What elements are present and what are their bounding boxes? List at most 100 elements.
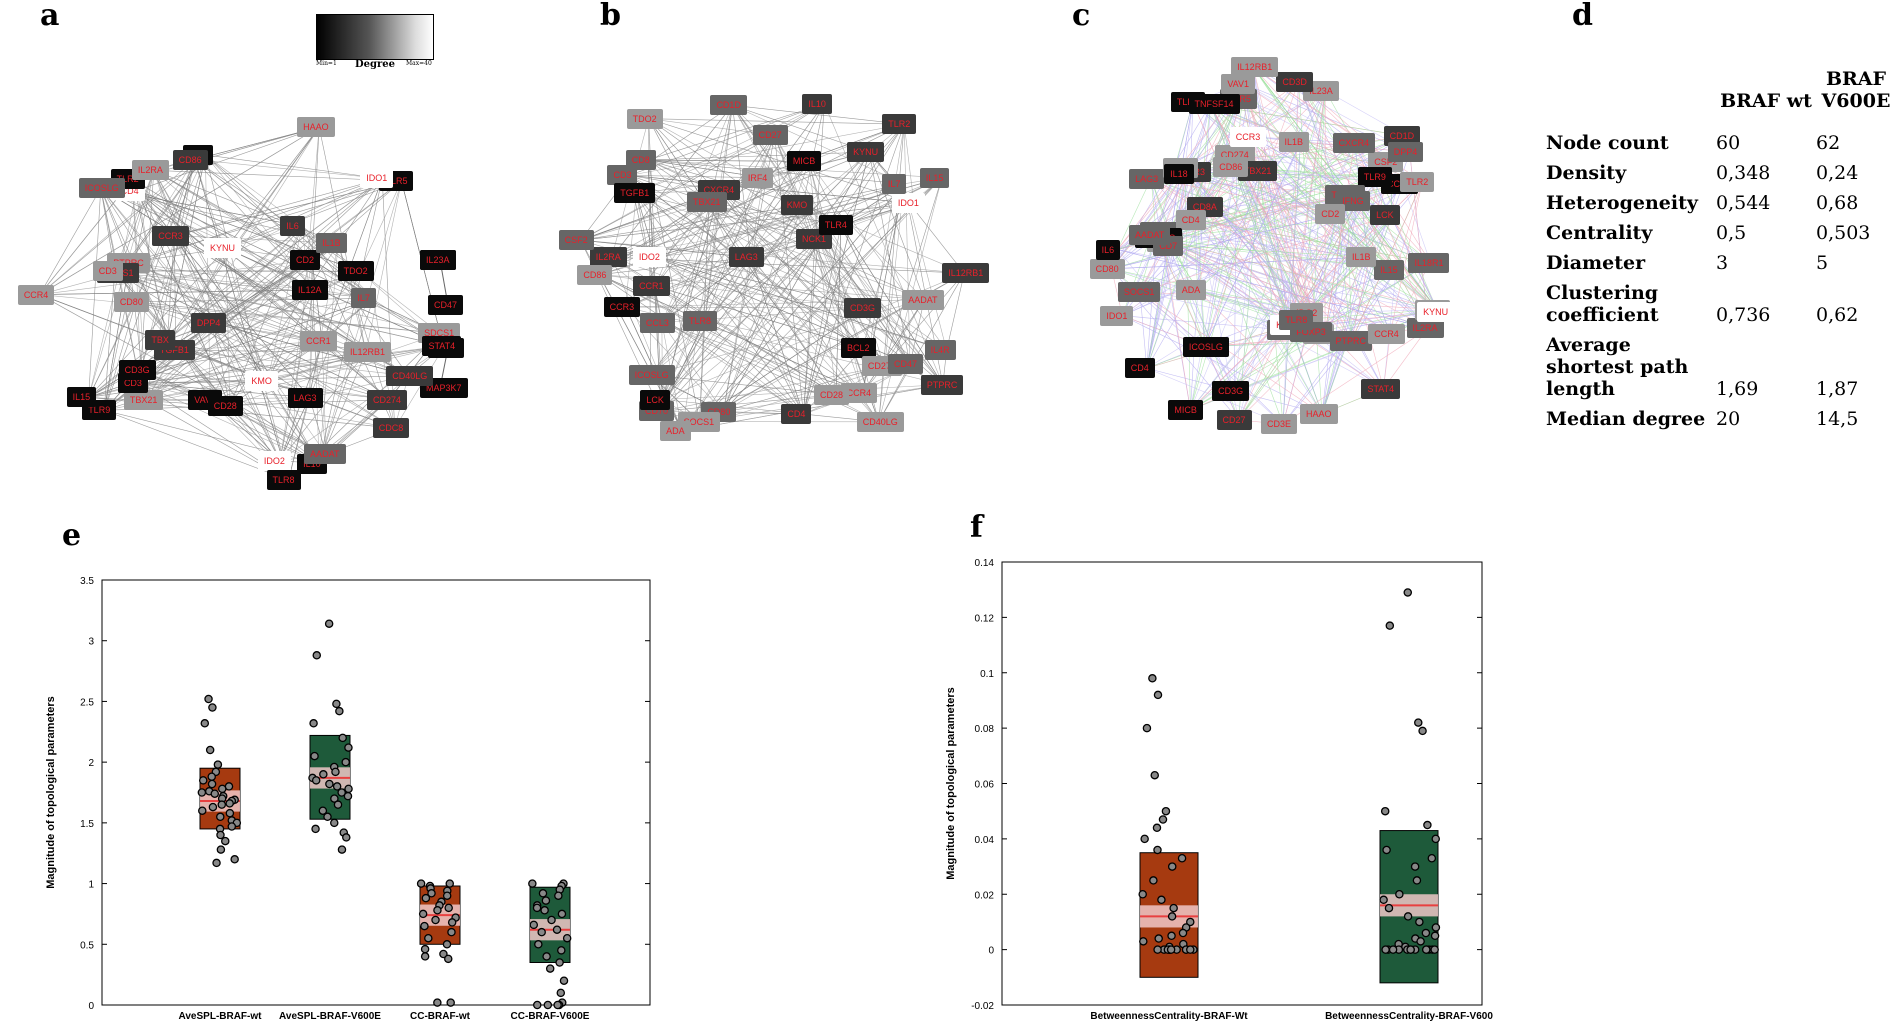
data-point [1161,806,1171,816]
network-node: CD86 [172,149,208,170]
network-edge [39,159,195,295]
network-edge [1111,166,1236,270]
network-edge [732,105,804,206]
data-point [1423,820,1432,830]
network-edge [803,124,905,415]
network-edge [135,301,441,334]
network-edge [580,203,914,241]
data-point [323,812,332,822]
network-edge [803,151,870,415]
row-name: Diameter [1546,252,1646,274]
data-point [424,933,433,943]
network-edge [1150,235,1391,335]
degree-colorbar [316,14,434,60]
network-node: TLR9 [1357,166,1392,187]
network-node: IL1B [1278,131,1310,152]
network-node: CD4 [781,404,812,425]
network-edge [661,322,837,395]
network-edge [808,161,947,351]
network-edge [1156,237,1235,392]
network-node: CD86 [577,264,613,285]
network-edge [309,243,339,398]
network-node: IL4R [924,340,956,361]
network-node: IL6 [1095,239,1121,260]
network-node: CD47 [888,354,924,375]
network-edge [648,118,905,125]
table-row: Average shortest path length 1,69 1,87 [1546,326,1896,400]
network-node: TBX21 [686,192,727,213]
network-edge [1243,83,1326,334]
network-node: CD40LG [856,411,904,432]
data-point [1167,862,1177,871]
network-edge [732,105,864,349]
network-edge [118,272,374,299]
data-point [420,952,430,961]
network-edge [279,345,445,461]
network-edge [114,178,383,272]
network-node: IL10 [802,93,832,114]
network-node: IL15 [919,167,950,188]
data-point [344,743,353,752]
data-point [1422,945,1431,954]
data-point [545,964,555,973]
network-b: TLR2CCR4CD3CD3GIL15BCL2CD40LGCD80IRF4CCR… [470,55,1030,475]
network-edge [1402,183,1431,263]
data-point [1414,718,1423,727]
network-node: PTPRC [920,374,964,395]
data-point [216,812,225,822]
data-point [310,751,319,761]
y-tick-label: 0.02 [975,890,995,901]
legend-title: Degree [355,59,396,70]
network-node: CCR3 [603,297,641,318]
network-edge [704,320,804,415]
network-edge [636,193,751,258]
data-point [433,906,442,915]
data-point [344,784,353,794]
row-name: Node count [1546,132,1669,154]
network-node: IL7 [881,173,907,194]
panel-label-b: b [600,0,621,33]
network-edge [946,273,965,351]
network-edge [647,159,880,422]
data-point [221,836,230,846]
network-node: KMO [245,371,278,392]
network-node: CD27 [752,125,788,146]
network-node: CD3G [118,360,156,381]
data-point [442,940,452,949]
network-edge [723,365,885,412]
row-v600e: 0,24 [1816,162,1859,184]
data-point [1154,934,1163,943]
network-edge [719,190,944,385]
network-edge [132,179,315,291]
network-node: TLR8 [683,310,718,331]
y-tick-label: -0.02 [971,1001,994,1012]
network-edge [381,178,396,429]
network-edge [145,159,195,401]
data-point [1166,945,1176,954]
network-edge [650,374,837,396]
data-point [445,879,454,888]
network-edge [103,270,116,411]
network-node: LAG3 [1129,168,1165,189]
row-v600e: 0,68 [1816,192,1859,214]
data-point [1380,806,1390,816]
data-point [319,770,328,779]
network-edge [840,224,911,365]
network-edge [167,235,175,340]
data-point [1158,815,1168,824]
network-edge [136,126,320,191]
network-edge [139,383,395,429]
network-node: CD3G [1212,380,1250,401]
network-edge [1324,200,1359,334]
network-node: CDC8 [372,418,410,439]
network-edge [1197,219,1323,415]
network-edge [194,159,268,382]
network-edge [1243,83,1293,325]
table-row: Density 0,348 0,24 [1546,154,1896,184]
table-row: Median degree 20 14,5 [1546,400,1896,430]
network-edge [1190,136,1252,411]
plot-frame [101,579,651,1006]
network-edge [1111,167,1185,270]
network-edge [210,351,367,401]
network-edge [817,239,864,349]
